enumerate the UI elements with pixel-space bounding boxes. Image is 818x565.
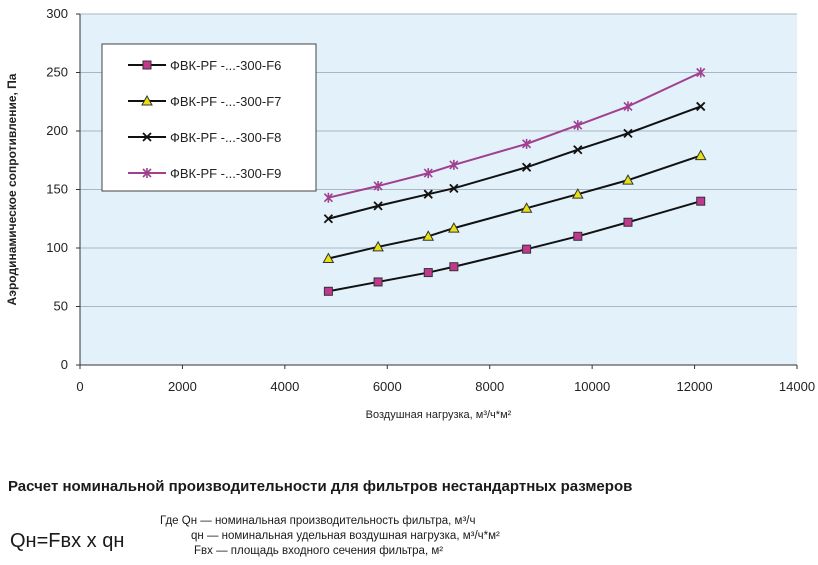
definition-fin: Fвх — площадь входного сечения фильтра, … bbox=[194, 545, 444, 557]
x-tick-label: 14000 bbox=[779, 379, 815, 394]
x-tick-label: 8000 bbox=[475, 379, 504, 394]
data-point bbox=[322, 252, 335, 264]
x-tick-label: 0 bbox=[76, 379, 83, 394]
series-4 bbox=[323, 67, 706, 203]
legend-item: ФВК-PF -...-300-F8 bbox=[128, 130, 281, 145]
series-line bbox=[328, 154, 702, 260]
definition-qn-specific: qн — номинальная удельная воздушная нагр… bbox=[191, 530, 500, 542]
series-2 bbox=[322, 149, 707, 264]
legend-marker bbox=[141, 94, 153, 106]
y-tick-label: 200 bbox=[46, 123, 68, 138]
data-point bbox=[449, 159, 459, 170]
x-tick-label: 12000 bbox=[676, 379, 712, 394]
data-point bbox=[522, 244, 532, 254]
legend-label: ФВК-PF -...-300-F8 bbox=[170, 130, 281, 145]
section-heading: Расчет номинальной производительности дл… bbox=[8, 478, 633, 495]
data-point bbox=[521, 162, 532, 172]
data-point bbox=[623, 128, 633, 138]
legend-item: ФВК-PF -...-300-F9 bbox=[128, 166, 281, 181]
data-point bbox=[573, 231, 583, 241]
data-point bbox=[323, 286, 333, 296]
performance-chart: 0 50 100 150 200 250 300 0 2000 4000 6000 8000 10000… bbox=[5, 6, 815, 421]
data-point bbox=[623, 217, 633, 227]
data-point bbox=[373, 201, 383, 211]
legend-label: ФВК-PF -...-300-F7 bbox=[170, 94, 281, 109]
legend-marker bbox=[142, 60, 152, 70]
legend-item: ФВК-PF -...-300-F6 bbox=[128, 58, 281, 73]
data-point bbox=[694, 149, 707, 161]
data-point bbox=[622, 174, 634, 185]
data-point bbox=[696, 67, 706, 78]
x-tick-label: 6000 bbox=[373, 379, 402, 394]
y-axis-label: Аэродинамическое сопротивление, Па bbox=[5, 73, 19, 305]
data-point bbox=[423, 189, 433, 199]
data-point bbox=[323, 214, 334, 224]
data-point bbox=[522, 138, 532, 149]
data-point bbox=[449, 183, 459, 193]
data-point bbox=[573, 145, 583, 155]
data-point bbox=[573, 120, 583, 131]
data-point bbox=[571, 188, 584, 199]
data-point bbox=[449, 262, 459, 272]
data-point bbox=[372, 240, 384, 252]
y-tick-label: 0 bbox=[61, 357, 68, 372]
data-point bbox=[373, 180, 383, 191]
data-point bbox=[373, 277, 383, 287]
series-3 bbox=[323, 101, 706, 224]
data-point bbox=[623, 101, 633, 112]
series-line bbox=[328, 71, 702, 199]
data-point bbox=[423, 168, 433, 179]
legend-label: ФВК-PF -...-300-F6 bbox=[170, 58, 281, 73]
x-tick-label: 2000 bbox=[168, 379, 197, 394]
data-point bbox=[448, 222, 460, 233]
legend-marker bbox=[142, 168, 152, 178]
y-tick-label: 100 bbox=[46, 240, 68, 255]
data-point bbox=[696, 101, 706, 112]
data-point bbox=[696, 196, 706, 206]
definition-qn-total: Где Qн — номинальная производительность … bbox=[160, 515, 476, 527]
definitions: Где Qн — номинальная производительность … bbox=[160, 514, 500, 559]
data-point bbox=[520, 202, 533, 213]
series-line bbox=[328, 105, 702, 220]
y-tick-label: 150 bbox=[46, 182, 68, 197]
legend-item: ФВК-PF -...-300-F7 bbox=[128, 94, 281, 109]
legend-box bbox=[101, 43, 317, 192]
series-1 bbox=[323, 196, 706, 296]
legend-label: ФВК-PF -...-300-F9 bbox=[170, 166, 281, 181]
x-axis-label: Воздушная нагрузка, м³/ч*м² bbox=[366, 409, 512, 421]
series-line bbox=[328, 200, 701, 293]
x-tick-label: 10000 bbox=[574, 379, 610, 394]
y-tick-label: 250 bbox=[46, 65, 68, 80]
formula: Qн=Fвх х qн bbox=[10, 530, 125, 552]
x-tick-label: 4000 bbox=[270, 379, 299, 394]
data-point bbox=[323, 192, 333, 203]
legend-marker bbox=[142, 132, 152, 142]
y-tick-label: 300 bbox=[46, 6, 68, 21]
y-tick-label: 50 bbox=[54, 299, 68, 314]
data-point bbox=[422, 230, 435, 241]
data-point bbox=[423, 268, 433, 278]
